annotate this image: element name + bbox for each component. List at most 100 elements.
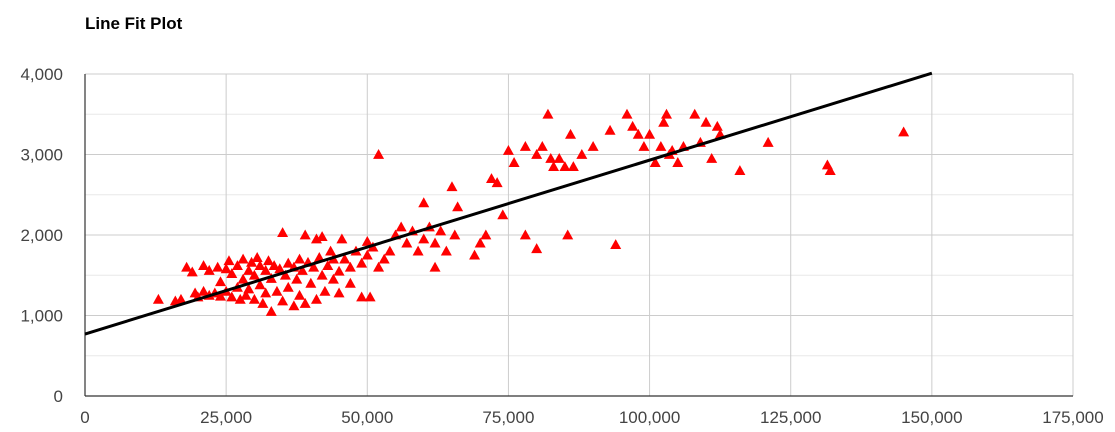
data-point bbox=[491, 177, 503, 188]
data-point bbox=[497, 209, 509, 220]
data-point bbox=[220, 263, 232, 274]
data-point bbox=[333, 287, 345, 298]
data-point bbox=[689, 108, 701, 119]
data-point bbox=[440, 245, 452, 256]
data-point bbox=[237, 253, 249, 264]
data-point bbox=[361, 235, 373, 246]
data-point bbox=[254, 260, 266, 270]
data-point bbox=[339, 253, 351, 264]
data-point bbox=[282, 281, 294, 292]
data-point bbox=[655, 140, 667, 151]
data-point bbox=[296, 264, 308, 275]
data-point bbox=[531, 149, 543, 159]
data-point bbox=[277, 227, 289, 237]
data-point bbox=[898, 126, 910, 137]
data-point bbox=[435, 225, 447, 236]
data-point bbox=[152, 293, 164, 304]
data-point bbox=[621, 108, 633, 119]
data-point bbox=[502, 144, 514, 155]
data-point bbox=[305, 277, 317, 288]
data-point bbox=[248, 269, 260, 280]
data-point bbox=[268, 260, 280, 270]
data-point bbox=[531, 243, 543, 254]
data-point bbox=[316, 231, 328, 242]
data-point bbox=[587, 140, 599, 151]
data-point bbox=[344, 261, 356, 272]
data-point bbox=[536, 140, 548, 151]
data-point bbox=[299, 297, 311, 308]
data-point bbox=[282, 257, 294, 268]
data-point bbox=[181, 261, 193, 272]
data-point bbox=[576, 149, 588, 159]
data-point bbox=[186, 266, 198, 277]
data-point bbox=[449, 229, 461, 240]
data-point bbox=[762, 136, 774, 147]
data-point bbox=[429, 261, 441, 272]
data-point bbox=[480, 229, 492, 240]
data-point bbox=[559, 161, 571, 171]
data-point bbox=[262, 255, 274, 266]
data-point bbox=[327, 273, 339, 284]
data-point bbox=[378, 253, 390, 264]
data-point bbox=[364, 291, 376, 302]
data-point bbox=[316, 269, 328, 280]
data-point bbox=[203, 264, 215, 275]
data-point bbox=[291, 273, 303, 284]
data-point bbox=[175, 293, 187, 304]
data-point bbox=[240, 289, 252, 300]
data-point bbox=[711, 120, 723, 131]
x-tick-label: 125,000 bbox=[760, 408, 821, 427]
y-tick-label: 3,000 bbox=[20, 146, 63, 165]
data-point bbox=[610, 239, 622, 250]
x-tick-label: 50,000 bbox=[341, 408, 393, 427]
data-point bbox=[277, 295, 289, 306]
data-point bbox=[412, 245, 424, 256]
data-point bbox=[661, 108, 673, 119]
data-point bbox=[243, 264, 255, 275]
data-point bbox=[452, 201, 464, 212]
data-point bbox=[644, 128, 656, 139]
data-point bbox=[567, 161, 579, 171]
data-point bbox=[226, 268, 238, 279]
fit-line-layer bbox=[84, 71, 933, 336]
data-point bbox=[308, 261, 320, 272]
y-tick-label: 1,000 bbox=[20, 307, 63, 326]
data-point bbox=[260, 264, 272, 275]
x-tick-label: 150,000 bbox=[901, 408, 962, 427]
data-point bbox=[373, 261, 385, 272]
data-point bbox=[604, 124, 616, 135]
data-point bbox=[254, 279, 266, 290]
data-point bbox=[700, 116, 712, 127]
data-point bbox=[299, 229, 311, 240]
data-point bbox=[344, 277, 356, 288]
data-point bbox=[384, 245, 396, 256]
data-point bbox=[333, 265, 345, 276]
y-tick-label: 2,000 bbox=[20, 226, 63, 245]
chart-title: Line Fit Plot bbox=[85, 14, 183, 33]
data-point bbox=[706, 153, 718, 163]
fit-line bbox=[84, 71, 933, 336]
x-tick-label: 0 bbox=[80, 408, 89, 427]
data-point bbox=[519, 229, 531, 240]
data-point bbox=[257, 297, 269, 308]
data-point bbox=[226, 291, 238, 302]
data-point bbox=[274, 263, 286, 274]
data-point bbox=[214, 276, 226, 287]
data-point bbox=[248, 293, 260, 304]
data-point bbox=[485, 173, 497, 184]
data-point bbox=[508, 157, 520, 167]
axis-layer bbox=[84, 74, 1073, 397]
x-tick-label: 100,000 bbox=[619, 408, 680, 427]
data-point bbox=[319, 285, 331, 296]
data-point bbox=[632, 128, 644, 139]
data-point bbox=[474, 237, 486, 248]
data-point bbox=[356, 291, 368, 302]
grid-layer bbox=[85, 73, 1074, 396]
data-point bbox=[260, 287, 272, 298]
data-point bbox=[198, 260, 210, 270]
data-point bbox=[243, 283, 255, 294]
data-point bbox=[418, 233, 430, 244]
data-point bbox=[251, 252, 263, 262]
data-point bbox=[562, 229, 574, 240]
data-point bbox=[545, 153, 557, 163]
